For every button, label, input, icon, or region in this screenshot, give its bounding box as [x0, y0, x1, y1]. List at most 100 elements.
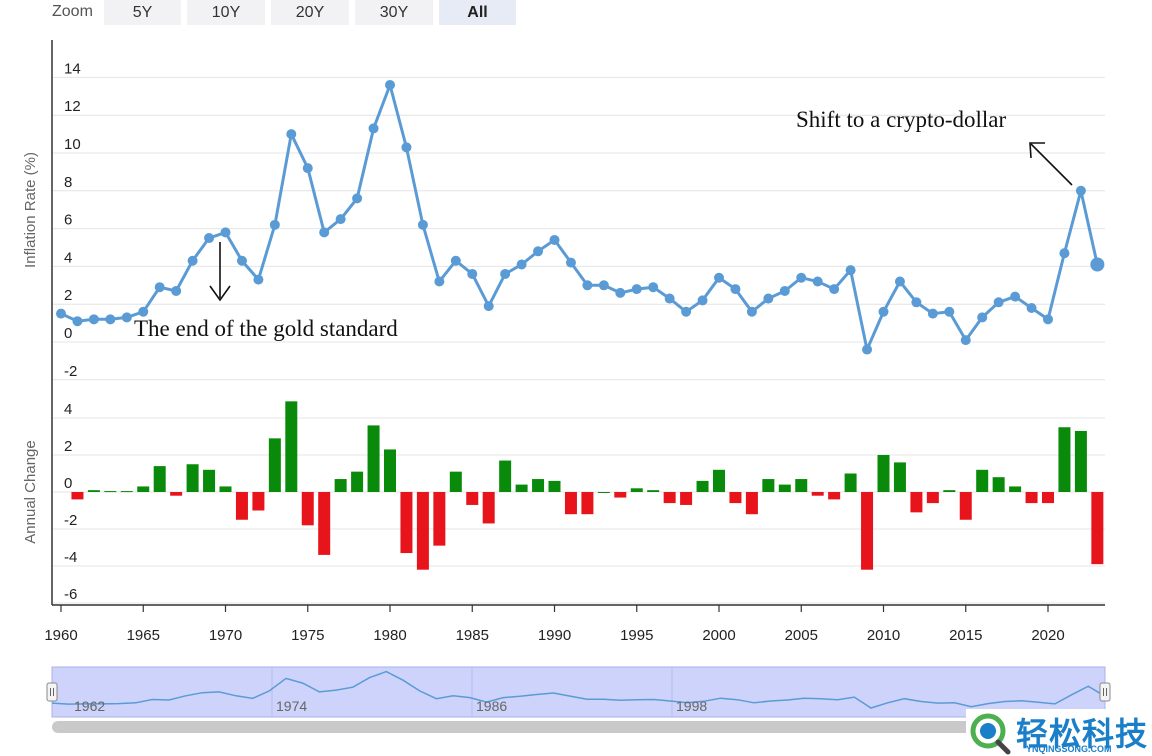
inflation-point[interactable]	[927, 308, 938, 319]
inflation-point[interactable]	[911, 297, 922, 308]
inflation-point[interactable]	[1043, 314, 1053, 325]
inflation-point[interactable]	[878, 306, 889, 317]
annual-change-bar	[910, 492, 923, 513]
annual-change-bar	[614, 492, 627, 498]
inflation-point[interactable]	[417, 219, 428, 230]
inflation-point[interactable]	[105, 314, 116, 325]
inflation-point[interactable]	[319, 227, 330, 238]
navigator-selection[interactable]	[51, 666, 1106, 718]
inflation-point[interactable]	[714, 272, 724, 283]
annual-change-bar	[532, 479, 545, 492]
inflation-point[interactable]	[220, 227, 231, 238]
inflation-point[interactable]	[829, 284, 840, 295]
x-tick-label: 1985	[456, 627, 489, 644]
inflation-point[interactable]	[483, 301, 494, 312]
x-tick-label: 2000	[702, 627, 735, 644]
annual-change-bar	[680, 492, 693, 505]
inflation-point[interactable]	[286, 129, 297, 140]
annual-change-bar	[992, 477, 1005, 492]
inflation-point[interactable]	[944, 306, 955, 317]
inflation-point[interactable]	[1026, 302, 1037, 313]
inflation-point[interactable]	[121, 312, 132, 323]
inflation-point[interactable]	[565, 257, 576, 268]
inflation-point[interactable]	[1090, 257, 1105, 272]
inflation-point[interactable]	[467, 268, 478, 279]
inflation-point[interactable]	[401, 142, 412, 153]
inflation-point[interactable]	[1075, 185, 1086, 196]
watermark-text: 轻松科技	[1016, 715, 1149, 753]
inflation-point[interactable]	[516, 259, 527, 270]
annual-change-bar	[564, 492, 577, 515]
x-tick-label: 1990	[538, 627, 571, 644]
inflation-point[interactable]	[977, 312, 988, 323]
inflation-point[interactable]	[352, 193, 363, 204]
inflation-point[interactable]	[434, 276, 445, 287]
inflation-point[interactable]	[302, 163, 313, 174]
inflation-point[interactable]	[56, 308, 66, 319]
inflation-point[interactable]	[615, 287, 626, 298]
zoom-10y-button[interactable]: 10Y	[187, 0, 265, 25]
inflation-point[interactable]	[796, 272, 807, 283]
inflation-point[interactable]	[450, 255, 461, 266]
inflation-point[interactable]	[598, 280, 609, 291]
inflation-point[interactable]	[681, 306, 692, 317]
inflation-point[interactable]	[845, 265, 856, 276]
inflation-point[interactable]	[253, 274, 264, 285]
inflation-point[interactable]	[88, 314, 99, 325]
navigator-left-handle[interactable]	[46, 682, 58, 702]
inflation-point[interactable]	[236, 255, 247, 266]
inflation-point[interactable]	[204, 233, 215, 244]
zoom-30y-button[interactable]: 30Y	[355, 0, 433, 25]
inflation-point[interactable]	[500, 268, 511, 279]
inflation-point[interactable]	[779, 285, 790, 296]
annual-change-bar	[597, 492, 610, 493]
inflation-point[interactable]	[138, 306, 149, 317]
zoom-all-button[interactable]: All	[439, 0, 516, 25]
inflation-point[interactable]	[154, 282, 165, 293]
annual-change-bars	[71, 401, 1104, 570]
inflation-point[interactable]	[269, 219, 280, 230]
inflation-point[interactable]	[368, 123, 379, 134]
inflation-point[interactable]	[648, 282, 659, 293]
navigator-scrollbar[interactable]	[52, 721, 1105, 733]
inflation-point[interactable]	[171, 285, 182, 296]
inflation-point[interactable]	[1010, 291, 1021, 302]
inflation-point[interactable]	[862, 344, 873, 355]
inflation-point[interactable]	[72, 316, 83, 327]
annual-change-bar	[499, 460, 512, 492]
inflation-point[interactable]	[582, 280, 593, 291]
inflation-point[interactable]	[664, 293, 675, 304]
inflation-point[interactable]	[812, 276, 823, 287]
annual-change-bar	[482, 492, 495, 524]
inflation-point[interactable]	[730, 284, 741, 295]
y-tick-label: -2	[64, 363, 77, 380]
annual-change-bar	[384, 449, 396, 492]
inflation-line	[60, 80, 1099, 355]
annual-change-bar	[137, 486, 150, 492]
annual-change-y-ticks: -6 -4 -2 0 2 4	[64, 401, 77, 603]
inflation-point[interactable]	[894, 276, 905, 287]
inflation-point[interactable]	[697, 295, 708, 306]
annual-change-bar	[861, 492, 874, 570]
inflation-point[interactable]	[993, 297, 1004, 308]
zoom-5y-button[interactable]: 5Y	[104, 0, 181, 25]
annual-change-bar	[351, 471, 364, 492]
inflation-point[interactable]	[549, 234, 560, 245]
navigator-right-handle[interactable]	[1099, 682, 1111, 702]
navigator-label: 1998	[676, 698, 707, 714]
inflation-point[interactable]	[1059, 248, 1070, 259]
annual-change-bar	[252, 492, 265, 511]
zoom-20y-button[interactable]: 20Y	[271, 0, 349, 25]
inflation-point[interactable]	[385, 79, 395, 90]
inflation-point[interactable]	[960, 335, 971, 346]
annual-change-bar	[285, 401, 298, 492]
inflation-point[interactable]	[335, 214, 346, 225]
inflation-point[interactable]	[187, 255, 198, 266]
inflation-point[interactable]	[763, 293, 774, 304]
annual-change-bar	[959, 492, 972, 520]
x-tick-label: 2005	[785, 627, 818, 644]
range-navigator[interactable]: 1962 1974 1986 1998	[46, 666, 1111, 718]
inflation-point[interactable]	[631, 284, 642, 295]
inflation-point[interactable]	[533, 246, 544, 257]
inflation-point[interactable]	[746, 306, 757, 317]
